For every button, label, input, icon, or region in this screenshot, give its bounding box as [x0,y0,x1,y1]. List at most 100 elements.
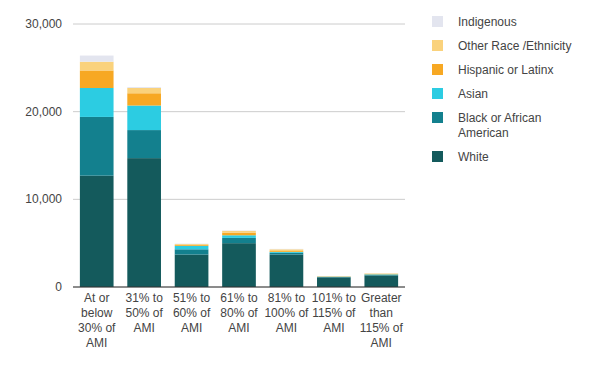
bar-segment [222,238,256,243]
bar-segment [317,276,351,277]
bar-segment [127,93,161,105]
label-line: Hispanic or Latinx [458,63,553,77]
bar-segment [317,276,351,277]
bar-segment [317,276,351,277]
bar-segment [222,230,256,231]
bar-segment [80,117,114,176]
label-line: AMI [181,321,202,335]
bar-segment [270,251,304,253]
bar-segment [80,70,114,88]
bar-segment [80,176,114,287]
label-line: At or [84,291,109,305]
label-line: 101% to [312,291,356,305]
label-line: White [458,150,489,164]
label-line: 100% of [264,306,309,320]
legend-label: Asian [458,87,488,101]
bar-segment [222,235,256,238]
label-line: AMI [323,321,344,335]
grid-line [73,24,405,25]
label-line: 50% of [125,306,163,320]
label-line: Asian [458,87,488,101]
grid-line [73,287,405,288]
label-line: below [81,306,113,320]
label-line: AMI [86,336,107,350]
legend-label: Indigenous [458,15,517,29]
bar-segment [364,273,398,274]
bar-segment [317,276,351,277]
bar-segment [127,130,161,158]
grid-line [73,111,405,112]
label-line: 60% of [173,306,211,320]
label-line: AMI [228,321,249,335]
label-line: Greater [361,291,402,305]
bars [80,56,398,287]
bar-segment [270,253,304,255]
label-line: Other Race /Ethnicity [458,39,571,53]
bar-segment [270,249,304,251]
label-line: 51% to [173,291,211,305]
label-line: 31% to [125,291,163,305]
label-line: 81% to [268,291,306,305]
bar-segment [364,274,398,276]
label-line: American [458,126,509,140]
chart: 010,00020,00030,000At orbelow30% ofAMI31… [0,0,600,371]
label-line: 61% to [220,291,258,305]
bar-segment [80,62,114,71]
bar-segment [222,233,256,236]
x-tick-label: 31% to50% ofAMI [125,291,163,335]
label-line: 30% of [78,321,116,335]
label-line: Indigenous [458,15,517,29]
bar-segment [127,87,161,89]
label-line: AMI [276,321,297,335]
bar-segment [127,88,161,93]
bar-segment [270,248,304,249]
label-line: AMI [133,321,154,335]
legend-swatch [432,151,443,162]
x-tick-label: 51% to60% ofAMI [173,291,211,335]
label-line: Black or African [458,111,541,125]
bar-segment [364,273,398,274]
grid-line [73,199,405,200]
label-line: 115% of [312,306,356,320]
label-line: 115% of [360,321,404,335]
bar-segment [175,249,209,254]
bar-segment [222,243,256,287]
bar-segment [364,274,398,275]
bar-segment [127,106,161,131]
legend-label: Hispanic or Latinx [458,63,553,77]
bar-segment [175,244,209,246]
x-axis-line [73,287,405,288]
y-tick-label: 30,000 [25,17,62,31]
legend-label: White [458,150,489,164]
bar-segment [317,276,351,277]
x-tick-label: Greaterthan115% ofAMI [360,291,404,350]
bar-segment [364,276,398,287]
bar-segment [80,56,114,62]
bar-segment [80,88,114,117]
x-tick-label: 81% to100% ofAMI [264,291,309,335]
bar-segment [270,255,304,287]
bar-segment [175,246,209,250]
bar-segment [364,273,398,274]
bar-segment [175,243,209,244]
legend-label: Black or AfricanAmerican [458,111,541,140]
legend-swatch [432,64,443,75]
legend-label: Other Race /Ethnicity [458,39,571,53]
legend-swatch [432,88,443,99]
label-line: AMI [371,336,392,350]
legend-swatch [432,112,443,123]
bar-segment [222,231,256,233]
y-tick-label: 20,000 [25,105,62,119]
legend-swatch [432,40,443,51]
y-tick-label: 10,000 [25,192,62,206]
y-tick-label: 0 [55,280,62,294]
label-line: than [370,306,393,320]
x-tick-label: 61% to80% ofAMI [220,291,258,335]
legend-swatch [432,16,443,27]
bar-segment [127,158,161,287]
x-tick-label: 101% to115% ofAMI [312,291,356,335]
bar-segment [175,244,209,246]
label-line: 80% of [220,306,258,320]
bar-segment [175,255,209,287]
bar-segment [317,277,351,287]
